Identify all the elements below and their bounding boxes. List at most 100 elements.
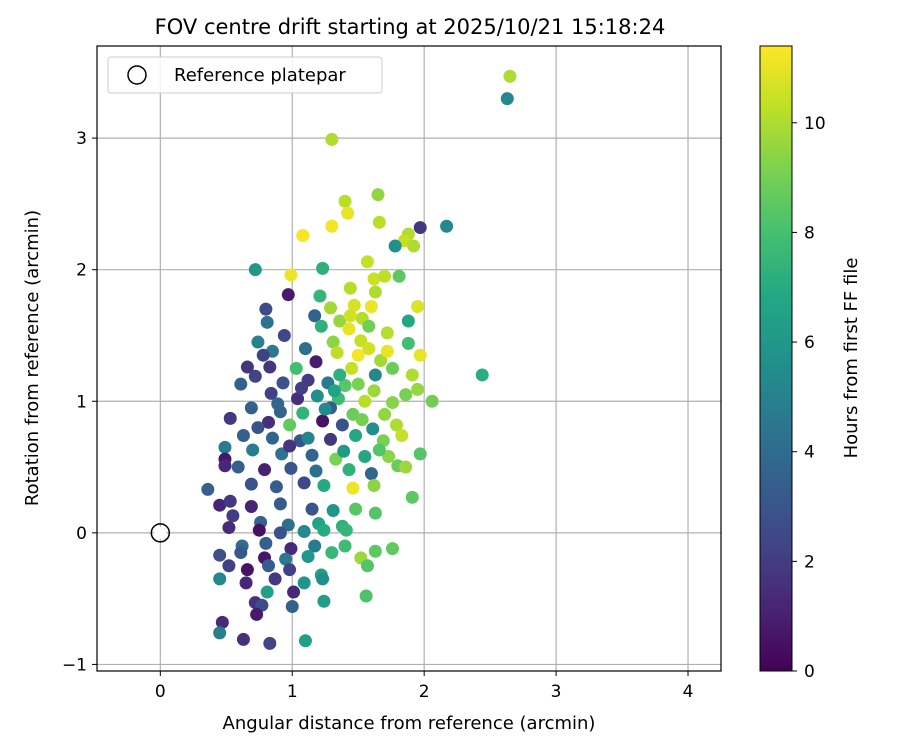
x-tick-label: 2 xyxy=(419,682,430,702)
data-point xyxy=(297,476,311,490)
data-point xyxy=(222,521,236,535)
data-point xyxy=(236,428,250,442)
data-point xyxy=(503,69,517,83)
data-point xyxy=(248,369,262,383)
data-point xyxy=(316,414,330,428)
colorbar-ticks: 0 2 4 6 8 10 xyxy=(792,114,826,682)
data-point xyxy=(367,384,381,398)
data-point xyxy=(281,288,295,302)
data-point xyxy=(342,322,356,336)
data-point xyxy=(338,378,352,392)
data-point xyxy=(389,418,403,432)
data-point xyxy=(351,348,365,362)
data-point xyxy=(330,346,344,360)
data-point xyxy=(324,301,338,315)
data-point xyxy=(265,431,279,445)
data-point xyxy=(354,334,368,348)
plot-area xyxy=(97,46,721,671)
data-point xyxy=(284,268,298,282)
data-point xyxy=(316,261,330,275)
data-point xyxy=(386,542,400,556)
data-point xyxy=(338,539,352,553)
legend-box xyxy=(107,56,383,94)
data-point xyxy=(411,382,425,396)
data-point xyxy=(213,572,227,586)
data-point xyxy=(401,336,415,350)
y-tick-label: 1 xyxy=(76,392,87,412)
data-point xyxy=(284,542,298,556)
data-point xyxy=(371,188,385,202)
data-point xyxy=(386,396,400,410)
data-point xyxy=(337,444,351,458)
y-tick-label: 3 xyxy=(76,129,87,149)
data-point xyxy=(359,589,373,603)
data-point xyxy=(368,544,382,558)
data-point xyxy=(271,397,285,411)
x-tick-label: 3 xyxy=(551,682,562,702)
data-point xyxy=(223,411,237,425)
data-point xyxy=(388,239,402,253)
data-point xyxy=(277,328,291,342)
x-axis-label: Angular distance from reference (arcmin) xyxy=(223,713,596,734)
data-point xyxy=(386,361,400,375)
data-point xyxy=(347,298,361,312)
data-point xyxy=(401,314,415,328)
colorbar-label: Hours from first FF file xyxy=(841,258,862,459)
data-point xyxy=(252,523,266,537)
data-point xyxy=(355,413,369,427)
data-point xyxy=(372,443,386,457)
data-point xyxy=(246,443,260,457)
data-point xyxy=(413,348,427,362)
data-point xyxy=(395,428,409,442)
y-tick-label: 2 xyxy=(76,261,87,281)
data-point xyxy=(298,634,312,648)
data-point xyxy=(250,607,264,621)
data-point xyxy=(372,215,386,229)
data-point xyxy=(226,509,240,523)
data-point xyxy=(413,221,427,235)
data-point xyxy=(289,361,303,375)
data-point xyxy=(283,563,297,577)
data-point xyxy=(333,368,347,382)
data-point xyxy=(308,539,322,553)
data-point xyxy=(236,632,250,646)
data-point xyxy=(263,360,277,374)
data-point xyxy=(425,394,439,408)
y-tick-label: 0 xyxy=(76,524,87,544)
reference-dot xyxy=(154,526,167,539)
data-point xyxy=(399,460,413,474)
colorbar-tick-label: 0 xyxy=(804,662,815,682)
data-point xyxy=(260,315,274,329)
data-point xyxy=(251,335,265,349)
data-point xyxy=(407,239,421,253)
colorbar xyxy=(759,45,793,672)
data-points xyxy=(201,69,517,650)
data-point xyxy=(234,546,248,560)
data-point xyxy=(368,506,382,520)
data-point xyxy=(325,546,339,560)
data-point xyxy=(248,263,262,277)
data-point xyxy=(275,447,289,461)
grid-lines xyxy=(97,46,721,671)
data-point xyxy=(345,361,359,375)
data-point xyxy=(244,401,258,415)
data-point xyxy=(309,355,323,369)
data-point xyxy=(317,523,331,537)
data-point xyxy=(324,432,338,446)
data-point xyxy=(285,600,299,614)
data-point xyxy=(339,523,353,537)
colorbar-tick-label: 8 xyxy=(804,223,815,243)
data-point xyxy=(240,360,254,374)
reference-circle xyxy=(150,523,171,543)
data-point xyxy=(314,319,328,333)
data-point xyxy=(296,406,310,420)
data-point xyxy=(262,559,276,573)
data-point xyxy=(239,576,253,590)
data-point xyxy=(223,494,237,508)
data-point xyxy=(374,353,388,367)
data-point xyxy=(364,300,378,314)
legend-entry: Reference platepar xyxy=(174,65,346,86)
data-point xyxy=(413,447,427,461)
data-point xyxy=(269,480,283,494)
data-point xyxy=(301,431,315,445)
